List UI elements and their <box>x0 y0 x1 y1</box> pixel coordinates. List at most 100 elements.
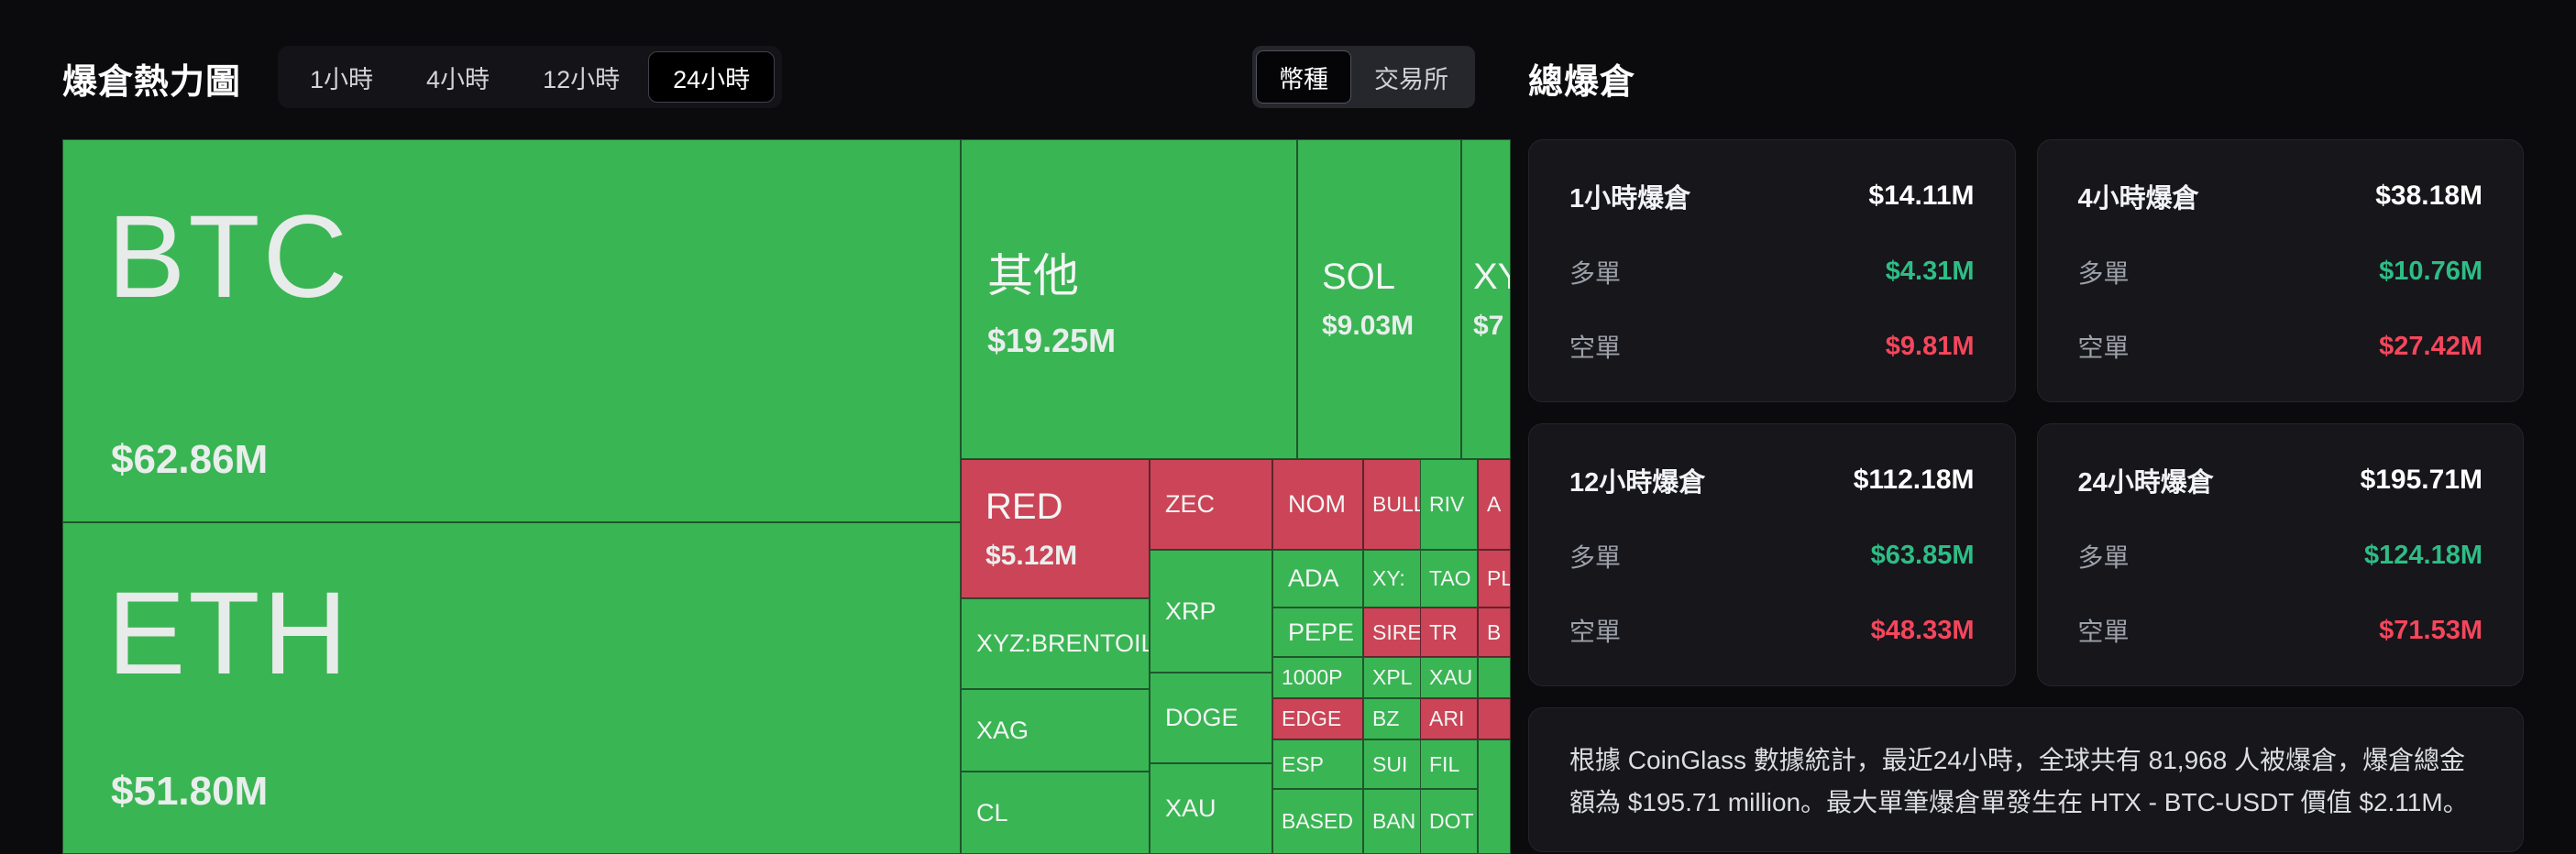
card-short-row: 空單 $27.42M <box>2078 328 2483 365</box>
treemap-tile-BAN[interactable]: BAN <box>1363 789 1421 854</box>
toggle-coin[interactable]: 幣種 <box>1256 50 1351 104</box>
tab-4h[interactable]: 4小時 <box>402 51 514 103</box>
treemap-tile-ZEC[interactable]: ZEC <box>1150 459 1272 550</box>
tab-12h[interactable]: 12小時 <box>518 51 644 103</box>
short-value: $27.42M <box>2379 331 2482 361</box>
tile-label: XRP <box>1165 597 1216 625</box>
tile-label: RIV <box>1429 492 1465 516</box>
treemap-tile-TR[interactable]: TR <box>1420 608 1478 657</box>
tab-24h[interactable]: 24小時 <box>648 51 776 103</box>
card-title: 12小時爆倉 <box>1569 468 1706 498</box>
treemap: BTC $62.86M ETH $51.80M 其他 $19.25M SOL $9.03M XY… <box>62 139 1511 854</box>
liq-card-12h: 12小時爆倉 $112.18M 多單 $63.85M 空單 $48.33M <box>1528 423 2016 686</box>
treemap-tile-SUI[interactable]: SUI <box>1363 739 1421 789</box>
tile-label: 其他 <box>987 249 1079 301</box>
treemap-tile-XAU[interactable]: XAU <box>1150 763 1272 854</box>
card-long-row: 多單 $4.31M <box>1569 254 1975 290</box>
short-label: 空單 <box>1569 334 1622 362</box>
treemap-tile-BZ[interactable]: BZ <box>1363 698 1421 739</box>
treemap-tile-NOM[interactable]: NOM <box>1272 459 1363 550</box>
treemap-tile-cell[interactable] <box>1478 698 1511 739</box>
tile-label: BULL <box>1372 492 1421 516</box>
treemap-tile-DOGE[interactable]: DOGE <box>1150 673 1272 763</box>
treemap-tile-ADA[interactable]: ADA <box>1272 550 1363 608</box>
tile-label: ADA <box>1288 564 1339 592</box>
tile-label: ESP <box>1282 751 1325 776</box>
treemap-tile-cell[interactable] <box>1478 657 1511 698</box>
tile-value: $62.86M <box>111 437 269 482</box>
card-title: 24小時爆倉 <box>2077 468 2214 498</box>
card-short-row: 空單 $71.53M <box>2078 612 2483 649</box>
treemap-tile-BULL[interactable]: BULL <box>1363 459 1421 550</box>
card-total-value: $112.18M <box>1853 465 1975 495</box>
card-total-row: 24小時爆倉 $195.71M <box>2078 461 2483 499</box>
tile-label: ETH <box>107 567 350 699</box>
view-toggle: 幣種 交易所 <box>1252 46 1475 108</box>
tile-label: EDGE <box>1282 706 1342 730</box>
long-value: $4.31M <box>1885 257 1975 286</box>
long-label: 多單 <box>1569 542 1622 572</box>
treemap-tile-XAG[interactable]: XAG <box>961 689 1150 772</box>
treemap-tile-XAU[interactable]: XAU <box>1420 657 1478 698</box>
long-value: $63.85M <box>1870 541 1975 570</box>
treemap-tile-cell[interactable] <box>1478 739 1511 854</box>
treemap-tile-FIL[interactable]: FIL <box>1420 739 1478 789</box>
tile-label: ZEC <box>1165 490 1215 518</box>
treemap-tile-BTC[interactable]: BTC $62.86M <box>62 139 961 522</box>
treemap-tile-CL[interactable]: CL <box>961 772 1150 854</box>
tile-label: PLA <box>1487 566 1510 590</box>
short-label: 空單 <box>1569 618 1622 646</box>
treemap-tile-XYZ:BRENTOIL[interactable]: XYZ:BRENTOIL <box>961 598 1150 689</box>
treemap-tile-PEPE[interactable]: PEPE <box>1272 608 1363 657</box>
tile-value: $19.25M <box>987 321 1117 359</box>
tile-label: B <box>1487 619 1502 644</box>
toggle-exchange[interactable]: 交易所 <box>1351 50 1471 104</box>
summary-panel: 1小時爆倉 $14.11M 多單 $4.31M 空單 $9.81M 4小時爆倉 … <box>1528 139 2524 852</box>
treemap-tile-XY[interactable]: XY $7 <box>1461 139 1511 459</box>
card-total-value: $195.71M <box>2360 465 2482 495</box>
card-total-row: 12小時爆倉 $112.18M <box>1569 461 1975 499</box>
treemap-tile-DOT[interactable]: DOT <box>1420 789 1478 854</box>
treemap-tile-其他[interactable]: 其他 $19.25M <box>961 139 1297 459</box>
time-range-tabs: 1小時 4小時 12小時 24小時 <box>278 46 783 108</box>
short-value: $48.33M <box>1870 615 1975 645</box>
treemap-tile-1000P[interactable]: 1000P <box>1272 657 1363 698</box>
tile-label: BZ <box>1372 706 1400 730</box>
short-value: $9.81M <box>1885 331 1975 361</box>
tab-1h[interactable]: 1小時 <box>285 51 398 103</box>
card-long-row: 多單 $63.85M <box>1569 538 1975 575</box>
tile-label: SOL <box>1322 257 1396 297</box>
treemap-tile-EDGE[interactable]: EDGE <box>1272 698 1363 739</box>
treemap-tile-A[interactable]: A <box>1478 459 1511 550</box>
treemap-tile-XPL[interactable]: XPL <box>1363 657 1421 698</box>
liq-card-1h: 1小時爆倉 $14.11M 多單 $4.31M 空單 $9.81M <box>1528 139 2016 402</box>
card-total-value: $38.18M <box>2375 181 2482 211</box>
tile-label: BTC <box>107 192 350 323</box>
treemap-tile-PLA[interactable]: PLA <box>1478 550 1511 608</box>
tile-label: SIRE <box>1372 619 1421 644</box>
treemap-tile-TAO[interactable]: TAO <box>1420 550 1478 608</box>
card-title: 1小時爆倉 <box>1569 184 1691 214</box>
tile-label: TR <box>1429 619 1458 644</box>
tile-value: $51.80M <box>111 769 269 814</box>
card-total-value: $14.11M <box>1868 181 1975 211</box>
treemap-tile-XY:[interactable]: XY: <box>1363 550 1421 608</box>
page-title: 爆倉熱力圖 <box>62 63 242 102</box>
treemap-tile-ETH[interactable]: ETH $51.80M <box>62 522 961 854</box>
treemap-tile-SIRE[interactable]: SIRE <box>1363 608 1421 657</box>
treemap-tile-SOL[interactable]: SOL $9.03M <box>1297 139 1461 459</box>
treemap-tile-ESP[interactable]: ESP <box>1272 739 1363 789</box>
tile-label: BAN <box>1372 809 1416 833</box>
tile-label: XAG <box>976 716 1029 744</box>
treemap-tile-ARI[interactable]: ARI <box>1420 698 1478 739</box>
long-value: $124.18M <box>2364 541 2482 570</box>
tile-label: XAU <box>1429 665 1473 689</box>
tile-label: FIL <box>1429 751 1460 776</box>
treemap-tile-B[interactable]: B <box>1478 608 1511 657</box>
treemap-tile-XRP[interactable]: XRP <box>1150 550 1272 673</box>
treemap-tile-BASED[interactable]: BASED <box>1272 789 1363 854</box>
treemap-tile-RIV[interactable]: RIV <box>1420 459 1478 550</box>
treemap-tile-RED[interactable]: RED $5.12M <box>961 459 1150 598</box>
tile-label: RED <box>985 486 1063 527</box>
